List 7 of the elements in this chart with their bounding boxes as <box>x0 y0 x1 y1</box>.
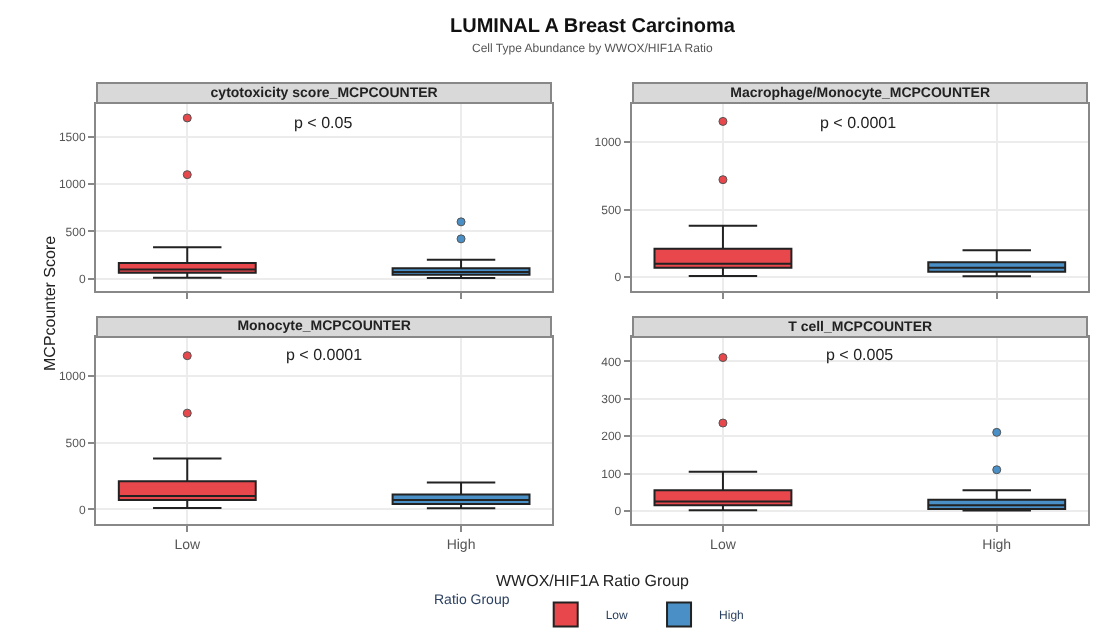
annotation: p < 0.005 <box>826 346 895 364</box>
text: MCPcounter Score <box>41 234 59 371</box>
annotation: p < 0.0001 <box>286 346 364 364</box>
text: LUMINAL A Breast Carcinoma <box>450 16 736 38</box>
annotation: p < 0.05 <box>294 114 354 132</box>
annotation: p < 0.0001 <box>820 114 898 132</box>
text: WWOX/HIF1A Ratio Group <box>496 572 691 590</box>
